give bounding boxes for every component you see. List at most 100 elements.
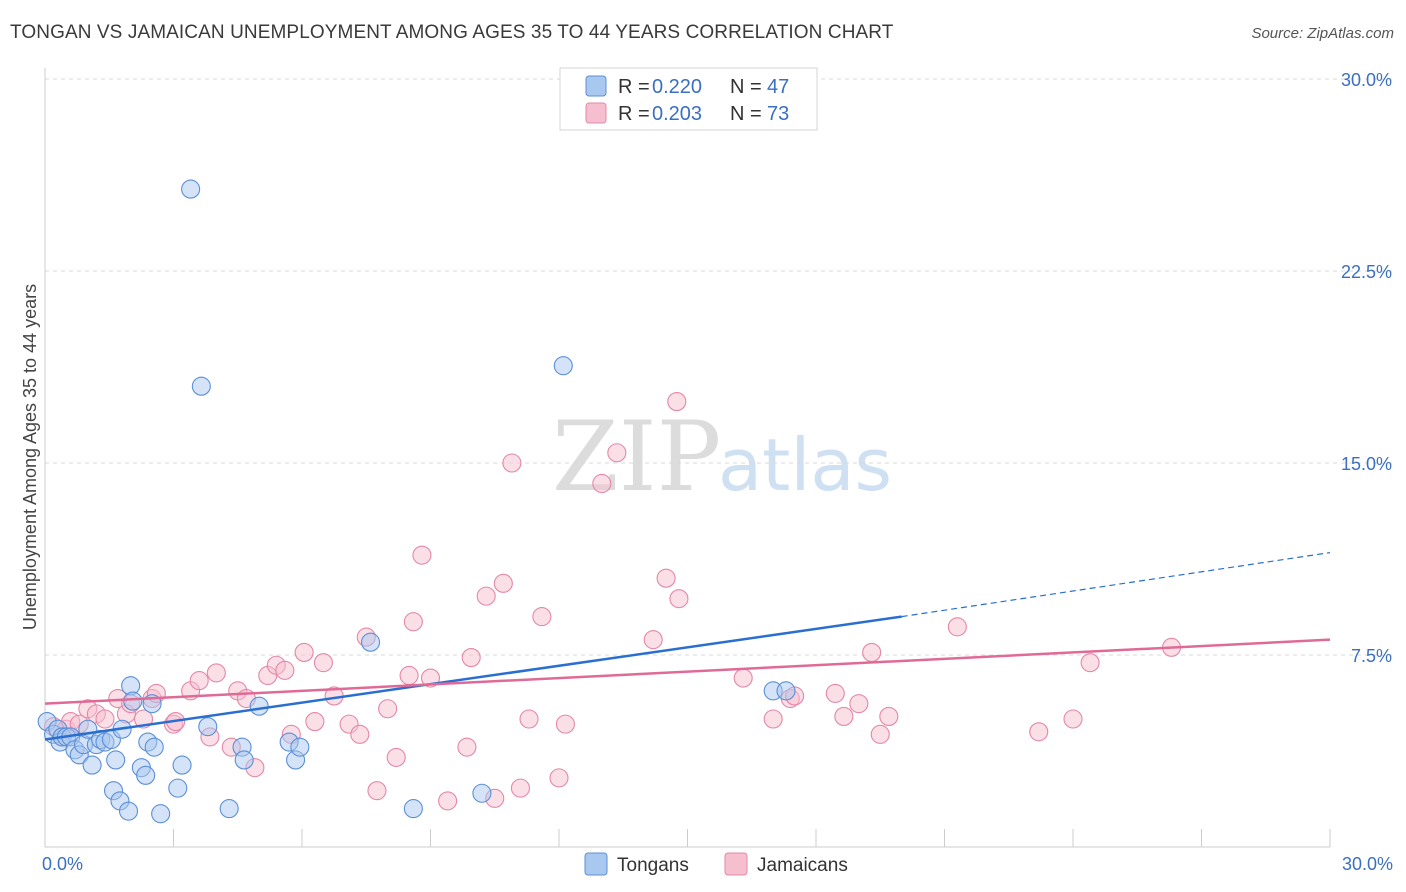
y-tick-label: 30.0% bbox=[1341, 70, 1392, 90]
jamaican-point bbox=[947, 617, 967, 637]
tongan-point bbox=[234, 750, 254, 770]
jamaican-point bbox=[825, 683, 845, 703]
jamaican-point bbox=[549, 768, 569, 788]
jamaican-point bbox=[667, 392, 687, 412]
legend-jamaican-r-value: 0.203 bbox=[652, 103, 702, 125]
jamaican-point bbox=[849, 694, 869, 714]
jamaican-point bbox=[607, 443, 627, 463]
jamaican-point bbox=[189, 671, 209, 691]
chart-title: TONGAN VS JAMAICAN UNEMPLOYMENT AMONG AG… bbox=[10, 22, 894, 43]
tongan-point bbox=[106, 750, 126, 770]
tongan-point bbox=[553, 356, 573, 376]
tongan-point bbox=[181, 179, 201, 199]
jamaican-point bbox=[502, 453, 522, 473]
tongan-point bbox=[472, 783, 492, 803]
jamaican-point bbox=[403, 612, 423, 632]
tongan-point bbox=[290, 737, 310, 757]
watermark-atlas: atlas bbox=[718, 423, 892, 507]
tongan-point bbox=[403, 799, 423, 819]
legend-tongan-swatch bbox=[585, 75, 607, 97]
legend-tongan-r-label: R = bbox=[618, 76, 650, 98]
tongan-trend-line bbox=[44, 615, 902, 741]
tongan-point bbox=[151, 804, 171, 824]
series-legend-jamaican-label: Jamaicans bbox=[757, 855, 848, 876]
jamaican-point bbox=[862, 642, 882, 662]
jamaican-point bbox=[378, 699, 398, 719]
tongan-point bbox=[191, 376, 211, 396]
tongan-point bbox=[219, 799, 239, 819]
y-axis-label: Unemployment Among Ages 35 to 44 years bbox=[20, 284, 40, 630]
jamaican-point bbox=[95, 709, 115, 729]
jamaican-point bbox=[399, 665, 419, 686]
legend-tongan-r-value: 0.220 bbox=[652, 76, 702, 98]
jamaican-point bbox=[1029, 722, 1049, 742]
watermark-zip: ZIP bbox=[552, 401, 721, 513]
tongan-point bbox=[144, 737, 164, 757]
jamaican-point bbox=[555, 714, 575, 734]
jamaican-point bbox=[457, 737, 477, 757]
gridlines bbox=[45, 78, 1392, 656]
jamaican-point bbox=[733, 668, 753, 688]
tongan-point bbox=[360, 632, 381, 652]
legend-jamaican-r-label: R = bbox=[618, 103, 650, 125]
jamaican-point bbox=[532, 607, 552, 627]
jamaican-point bbox=[834, 706, 854, 726]
tongan-point bbox=[198, 717, 218, 737]
y-tick-label: 15.0% bbox=[1341, 454, 1392, 474]
trend-lines bbox=[44, 552, 1331, 741]
series-legend: Tongans Jamaicans bbox=[584, 852, 848, 876]
jamaican-point bbox=[669, 589, 689, 609]
jamaican-point bbox=[350, 724, 370, 744]
jamaican-point bbox=[643, 630, 663, 650]
legend-jamaican-n-label: N = bbox=[730, 103, 762, 125]
tongan-point bbox=[172, 755, 192, 775]
tick-labels: 7.5% 15.0% 22.5% 30.0% 0.0% 30.0% bbox=[42, 70, 1393, 874]
tongan-point bbox=[168, 778, 188, 798]
jamaican-point bbox=[510, 778, 531, 798]
source-credit: Source: ZipAtlas.com bbox=[1251, 25, 1394, 42]
jamaican-point bbox=[493, 573, 513, 593]
jamaican-point bbox=[879, 706, 899, 726]
legend-tongan-n-label: N = bbox=[730, 76, 762, 98]
x-tick-label-min: 0.0% bbox=[42, 854, 83, 874]
y-tick-label: 22.5% bbox=[1341, 262, 1392, 282]
jamaican-trend-line bbox=[44, 638, 1331, 705]
jamaican-point bbox=[656, 568, 676, 588]
jamaican-point bbox=[870, 724, 890, 744]
jamaican-point bbox=[386, 747, 406, 767]
x-tick-label-max: 30.0% bbox=[1342, 854, 1393, 874]
jamaican-point bbox=[1063, 709, 1083, 729]
jamaican-point bbox=[367, 781, 387, 801]
jamaican-point bbox=[275, 660, 295, 680]
correlation-legend: R = 0.220 N = 47 R = 0.203 N = 73 bbox=[559, 67, 818, 131]
jamaican-point bbox=[438, 791, 458, 811]
jamaican-point bbox=[476, 586, 496, 606]
jamaican-point bbox=[206, 663, 226, 683]
tongan-point bbox=[249, 696, 269, 716]
tongan-point bbox=[136, 765, 156, 785]
jamaican-point bbox=[313, 653, 333, 673]
legend-jamaican-n-value: 73 bbox=[767, 103, 789, 125]
tongan-point bbox=[776, 681, 796, 701]
tongan-point bbox=[118, 801, 139, 821]
y-tick-label: 7.5% bbox=[1351, 646, 1392, 666]
tongan-point bbox=[123, 691, 143, 711]
tongan-trend-extension bbox=[901, 552, 1331, 618]
jamaican-point bbox=[1080, 653, 1100, 673]
jamaican-points bbox=[44, 392, 1182, 811]
legend-tongan-n-value: 47 bbox=[767, 76, 789, 98]
jamaican-point bbox=[461, 648, 481, 668]
jamaican-point bbox=[763, 709, 783, 729]
tongan-points bbox=[37, 179, 796, 824]
jamaican-point bbox=[519, 709, 539, 729]
jamaican-point bbox=[294, 642, 314, 662]
jamaican-point bbox=[305, 712, 325, 732]
series-legend-tongan-label: Tongans bbox=[617, 855, 689, 876]
series-legend-tongan-swatch bbox=[584, 852, 608, 876]
legend-jamaican-swatch bbox=[585, 102, 607, 124]
tongan-point bbox=[82, 755, 102, 775]
jamaican-point bbox=[412, 545, 432, 565]
series-legend-jamaican-swatch bbox=[724, 852, 748, 876]
jamaican-point bbox=[592, 473, 612, 494]
